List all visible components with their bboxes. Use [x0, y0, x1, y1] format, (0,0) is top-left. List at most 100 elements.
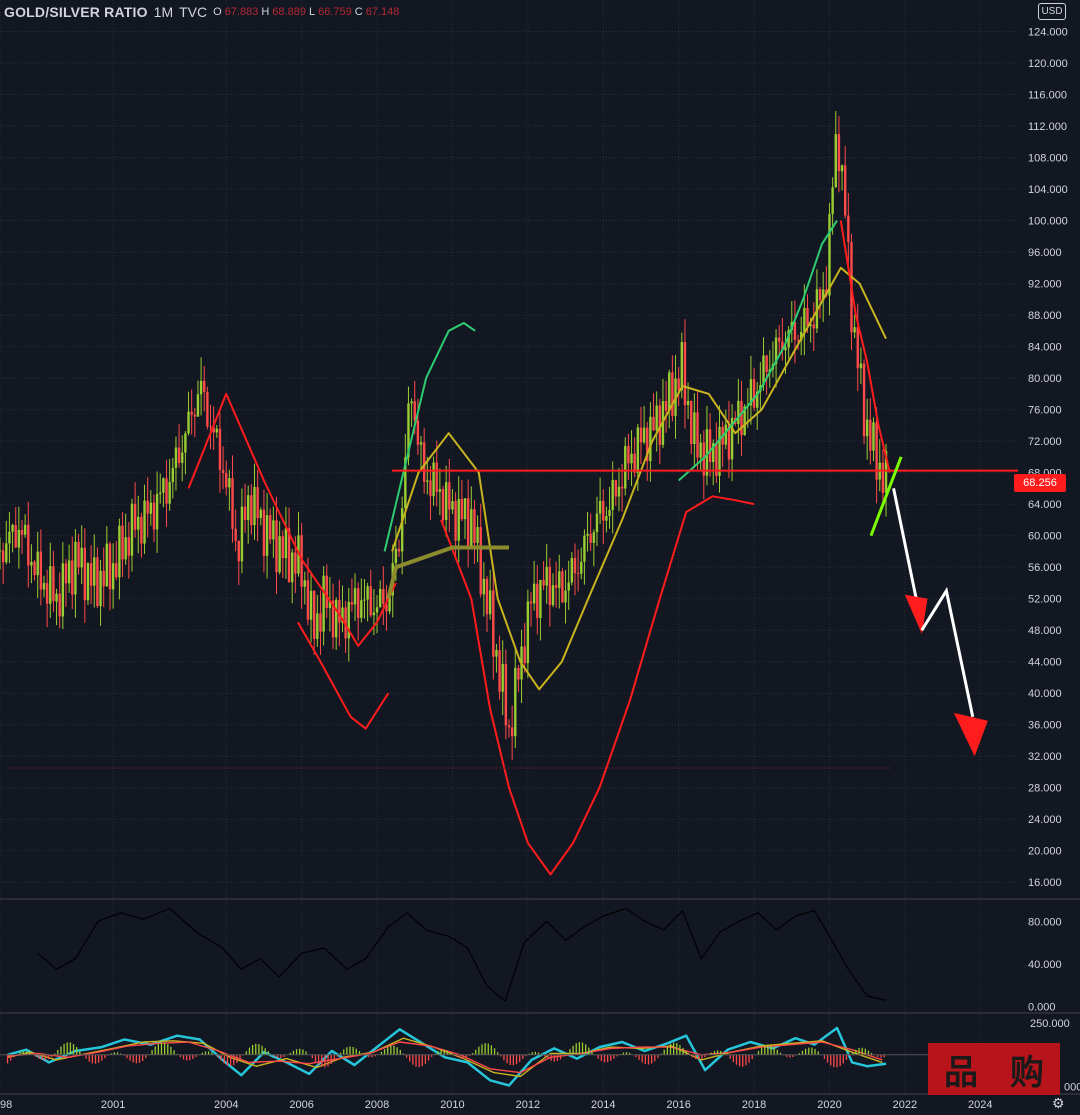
- symbol-name[interactable]: GOLD/SILVER RATIO: [4, 4, 148, 20]
- arrowhead-1: [904, 594, 928, 635]
- candle-body: [796, 339, 800, 341]
- candle-body: [875, 422, 878, 480]
- candle-body: [551, 585, 555, 606]
- candle-body: [485, 578, 489, 615]
- candle-body: [20, 529, 24, 535]
- time-axis-label: 2006: [289, 1099, 313, 1111]
- candle-body: [17, 529, 21, 548]
- candle-body: [451, 501, 454, 510]
- candle-body: [576, 573, 580, 575]
- candle-body: [752, 379, 756, 408]
- candle-body: [218, 428, 222, 470]
- candle-body: [187, 411, 190, 434]
- candle-body: [570, 558, 574, 583]
- candle-body: [800, 331, 803, 341]
- candle-body: [121, 525, 124, 560]
- candle-body: [510, 727, 514, 737]
- chart-header: GOLD/SILVER RATIO 1M TVC O 67.883 H 68.889…: [4, 3, 399, 21]
- candle-body: [184, 433, 187, 453]
- candle-body: [624, 445, 627, 489]
- price-scale-label: 120.000: [1028, 58, 1068, 70]
- source-label: TVC: [179, 4, 208, 20]
- low-key: L: [308, 6, 316, 18]
- oscillator-2-scale-label: 000: [1064, 1082, 1080, 1094]
- candle-body: [463, 498, 467, 520]
- candle-body: [492, 590, 495, 657]
- candle-body: [444, 482, 448, 520]
- candle-body: [199, 380, 203, 395]
- candle-body: [476, 527, 479, 543]
- candle-body: [724, 424, 727, 445]
- candle-body: [159, 492, 162, 495]
- candle-body: [400, 508, 404, 552]
- candle-body: [561, 571, 564, 603]
- price-scale-label: 76.000: [1028, 405, 1062, 417]
- oscillator-1-scale-label: 0.000: [1028, 1002, 1056, 1014]
- candle-body: [344, 607, 347, 639]
- candle-body: [567, 582, 570, 591]
- candle-body: [784, 347, 787, 351]
- candle-body: [221, 469, 225, 474]
- candle-body: [366, 586, 369, 600]
- candle-body: [262, 509, 266, 556]
- candle-body: [181, 452, 184, 463]
- candle-body: [862, 363, 866, 437]
- watermark-char-1: 品: [944, 1052, 978, 1093]
- candle-body: [93, 557, 96, 586]
- candle-body: [696, 412, 699, 458]
- currency-button[interactable]: USD: [1038, 3, 1066, 20]
- candle-body: [532, 583, 536, 604]
- candle-body: [821, 289, 825, 301]
- candle-body: [30, 561, 33, 566]
- candle-body: [206, 391, 209, 427]
- candle-body: [33, 561, 36, 576]
- candle-body: [501, 663, 504, 692]
- candle-body: [265, 515, 269, 556]
- price-scale-label: 24.000: [1028, 814, 1062, 826]
- candle-body: [45, 583, 49, 604]
- candle-body: [108, 543, 112, 590]
- candle-body: [27, 524, 30, 566]
- candle-body: [341, 607, 344, 623]
- indicator-line: [839, 220, 891, 473]
- price-scale-label: 52.000: [1028, 594, 1062, 606]
- price-scale-label: 44.000: [1028, 657, 1062, 669]
- candle-body: [614, 480, 618, 497]
- candle-body: [115, 563, 118, 578]
- candle-body: [74, 541, 77, 595]
- candle-body: [272, 520, 275, 540]
- candle-body: [589, 533, 592, 543]
- candle-body: [488, 590, 492, 615]
- candle-body: [350, 601, 354, 605]
- candle-body: [441, 489, 445, 520]
- candle-body: [385, 603, 388, 612]
- high-value: 68.889: [272, 6, 306, 18]
- price-scale-label: 100.000: [1028, 216, 1068, 228]
- gear-icon[interactable]: ⚙: [1052, 1095, 1065, 1111]
- candle-body: [155, 494, 159, 530]
- candle-body: [105, 543, 109, 587]
- time-axis-label: 2012: [516, 1099, 540, 1111]
- candle-body: [215, 428, 218, 433]
- candle-body: [269, 515, 272, 540]
- candle-body: [884, 451, 888, 493]
- candle-body: [360, 600, 363, 618]
- price-scale-label: 88.000: [1028, 310, 1062, 322]
- candle-body: [190, 411, 193, 415]
- interval-label[interactable]: 1M: [153, 4, 174, 20]
- candle-body: [831, 187, 834, 215]
- candle-body: [646, 427, 649, 462]
- candle-body: [388, 595, 391, 612]
- candle-body: [127, 537, 131, 556]
- candle-body: [278, 536, 281, 573]
- price-scale-label: 80.000: [1028, 373, 1062, 385]
- candle-body: [334, 599, 338, 638]
- candle-body: [787, 330, 790, 348]
- candle-body: [806, 307, 809, 326]
- time-axis-label: 2022: [893, 1099, 917, 1111]
- candle-body: [730, 417, 734, 460]
- time-axis-label: 2010: [440, 1099, 464, 1111]
- candle-body: [174, 447, 178, 468]
- candle-body: [212, 427, 215, 433]
